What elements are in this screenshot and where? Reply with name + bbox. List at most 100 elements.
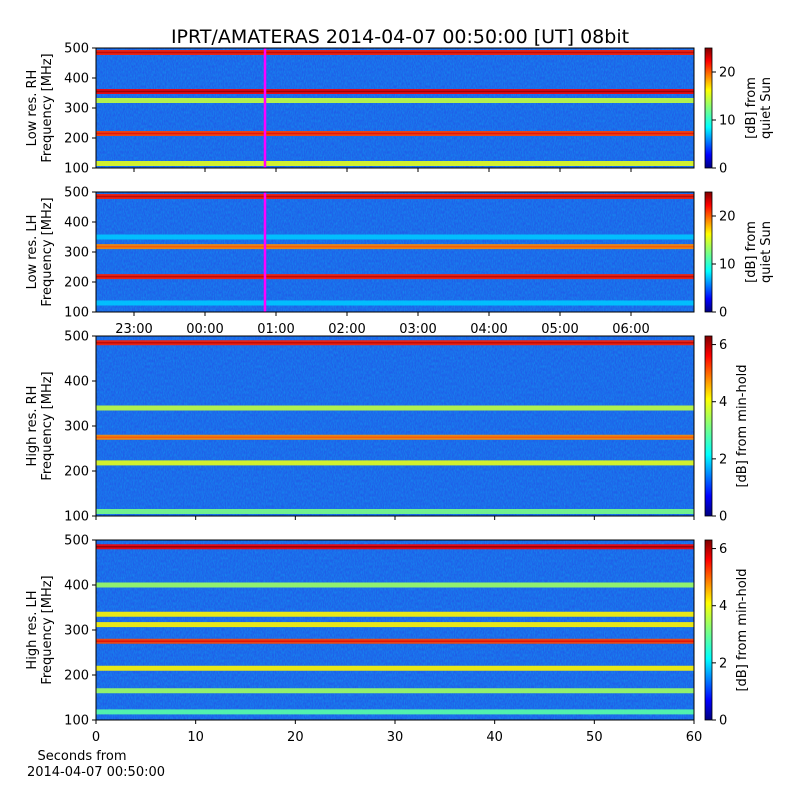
y-tick-label: 400 xyxy=(64,216,89,231)
x-tick-label: 03:00 xyxy=(399,322,436,337)
colorbar-label-line2: quiet Sun xyxy=(759,77,774,139)
emission-band-core-1 xyxy=(96,195,694,198)
y-tick-label: 100 xyxy=(64,714,89,729)
emission-band-core-1 xyxy=(96,51,694,54)
colorbar xyxy=(704,47,713,169)
emission-band-2 xyxy=(96,405,694,411)
colorbar-tick-label: 0 xyxy=(719,510,727,525)
colorbar xyxy=(704,335,713,517)
colorbar-tick-label: 20 xyxy=(719,210,736,225)
emission-band-5 xyxy=(96,161,694,166)
colorbar-label: [dB] from min-hold xyxy=(735,364,750,487)
x-tick-label: 50 xyxy=(586,730,603,745)
y-axis-label-line1: High res. RH xyxy=(25,386,40,467)
spectrogram-noise xyxy=(96,336,694,516)
emission-band-5 xyxy=(96,300,694,306)
colorbar xyxy=(704,539,713,721)
colorbar-tick-label: 2 xyxy=(719,452,727,467)
emission-band-2 xyxy=(96,582,694,588)
emission-band-5 xyxy=(96,509,694,514)
y-axis-label-line2: Frequency [MHz] xyxy=(40,197,55,306)
emission-band-4 xyxy=(96,622,694,628)
colorbar-tick-label: 4 xyxy=(719,599,727,614)
panel-3: 100 200 300 400 500 High res. RH Frequency [MH… xyxy=(25,330,750,525)
y-tick-label: 300 xyxy=(64,102,89,117)
y-axis-label-line2: Frequency [MHz] xyxy=(40,371,55,480)
x-tick-label: 00:00 xyxy=(186,322,223,337)
colorbar-label-line2: quiet Sun xyxy=(759,221,774,283)
y-tick-label: 300 xyxy=(64,624,89,639)
emission-band-core-2 xyxy=(96,90,694,93)
x-tick-label: 30 xyxy=(387,730,404,745)
y-tick-label: 400 xyxy=(64,72,89,87)
emission-band-core-1 xyxy=(96,341,694,344)
colorbar-tick-label: 6 xyxy=(719,338,727,353)
colorbar-tick-label: 0 xyxy=(719,306,727,321)
figure-title: IPRT/AMATERAS 2014-04-07 00:50:00 [UT] 0… xyxy=(171,26,629,48)
y-tick-label: 500 xyxy=(64,186,89,201)
y-axis-label-line1: Low res. LH xyxy=(25,215,40,290)
colorbar-tick-label: 6 xyxy=(719,542,727,557)
y-axis-label-line1: Low res. RH xyxy=(25,70,40,147)
colorbar-tick-label: 20 xyxy=(719,66,736,81)
colorbar-tick-label: 2 xyxy=(719,656,727,671)
colorbar-label: [dB] from min-hold xyxy=(735,568,750,691)
x-tick-label: 23:00 xyxy=(115,322,152,337)
emission-band-core-5 xyxy=(96,640,694,643)
y-tick-label: 500 xyxy=(64,534,89,549)
spectrogram-noise xyxy=(96,48,694,168)
x-tick-label: 01:00 xyxy=(257,322,294,337)
y-tick-label: 100 xyxy=(64,510,89,525)
y-tick-label: 200 xyxy=(64,276,89,291)
emission-band-4 xyxy=(96,460,694,466)
emission-band-3 xyxy=(96,611,694,617)
x-tick-label: 06:00 xyxy=(612,322,649,337)
colorbar-label-line1: [dB] from xyxy=(744,77,759,139)
x-tick-label: 02:00 xyxy=(328,322,365,337)
emission-band-core-3 xyxy=(96,245,694,248)
y-tick-label: 200 xyxy=(64,669,89,684)
y-tick-label: 100 xyxy=(64,162,89,177)
x-tick-label: 04:00 xyxy=(470,322,507,337)
x-tick-label: 05:00 xyxy=(541,322,578,337)
y-tick-label: 500 xyxy=(64,42,89,57)
y-tick-label: 500 xyxy=(64,330,89,345)
x-tick-label: 20 xyxy=(287,730,304,745)
emission-band-8 xyxy=(96,709,694,715)
y-axis-label-line2: Frequency [MHz] xyxy=(40,53,55,162)
x-tick-label: 60 xyxy=(686,730,703,745)
emission-band-core-3 xyxy=(96,436,694,439)
x-axis-label-line1: Seconds from xyxy=(37,749,126,764)
x-tick-label: 10 xyxy=(187,730,204,745)
colorbar-tick-label: 0 xyxy=(719,714,727,729)
colorbar-tick-label: 10 xyxy=(719,114,736,129)
emission-band-3 xyxy=(96,98,694,103)
y-tick-label: 400 xyxy=(64,579,89,594)
emission-band-7 xyxy=(96,688,694,694)
colorbar-tick-label: 10 xyxy=(719,258,736,273)
y-tick-label: 400 xyxy=(64,375,89,390)
colorbar-tick-label: 4 xyxy=(719,395,727,410)
y-tick-label: 300 xyxy=(64,420,89,435)
y-tick-label: 300 xyxy=(64,246,89,261)
emission-band-core-4 xyxy=(96,275,694,278)
x-tick-label: 0 xyxy=(92,730,100,745)
y-tick-label: 200 xyxy=(64,132,89,147)
x-axis-label-line2: 2014-04-07 00:50:00 xyxy=(27,765,165,780)
x-tick-label: 40 xyxy=(486,730,503,745)
y-tick-label: 100 xyxy=(64,306,89,321)
y-tick-label: 200 xyxy=(64,465,89,480)
spectrogram-noise xyxy=(96,192,694,312)
y-axis-label-line2: Frequency [MHz] xyxy=(40,575,55,684)
emission-band-2 xyxy=(96,234,694,240)
emission-band-core-1 xyxy=(96,545,694,548)
colorbar xyxy=(704,191,713,313)
emission-band-6 xyxy=(96,665,694,671)
emission-band-core-4 xyxy=(96,132,694,135)
colorbar-tick-label: 0 xyxy=(719,162,727,177)
